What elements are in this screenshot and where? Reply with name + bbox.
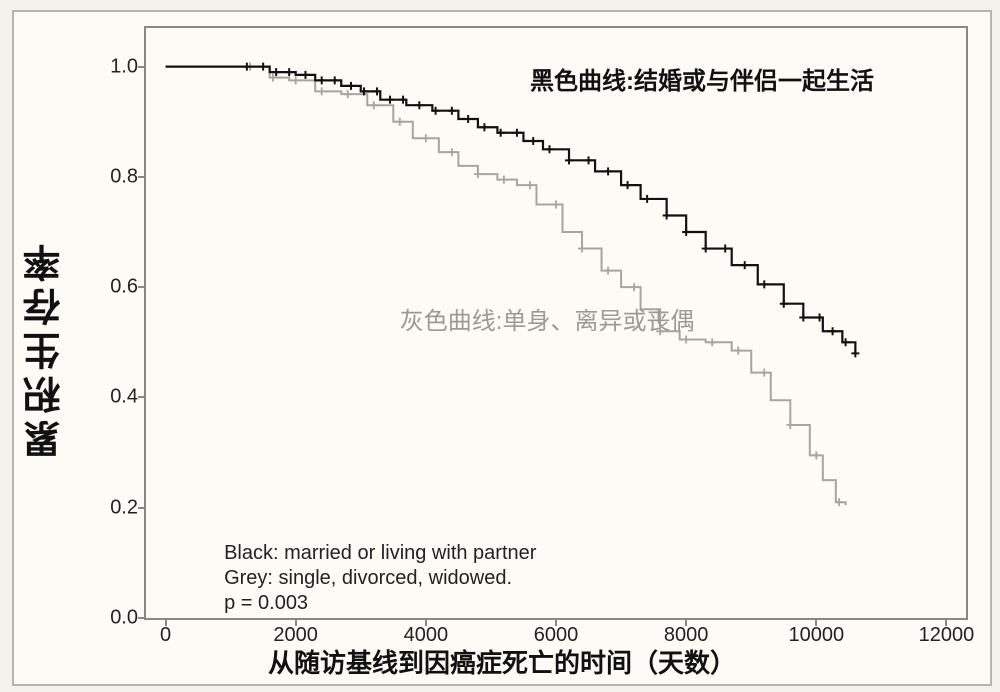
black-censor-mark <box>799 313 807 321</box>
black-censor-mark <box>741 261 749 269</box>
legend-footnote: Black: married or living with partnerGre… <box>224 541 536 616</box>
x-tick-label: 12000 <box>919 618 975 647</box>
black-censor-mark <box>565 156 573 164</box>
grey-censor-mark <box>552 200 560 208</box>
grey-censor-mark <box>708 338 716 346</box>
grey-censor-mark <box>812 451 820 459</box>
y-axis-label: 累积生存率 <box>18 238 73 458</box>
footnote-line: Black: married or living with partner <box>224 541 536 566</box>
black-censor-mark <box>780 300 788 308</box>
black-series-label: 黑色曲线:结婚或与伴侣一起生活 <box>530 61 874 96</box>
black-censor-mark <box>347 82 355 90</box>
black-censor-mark <box>545 145 553 153</box>
grey-censor-mark <box>630 283 638 291</box>
grey-censor-mark <box>396 118 404 126</box>
x-tick-label: 0 <box>160 618 171 647</box>
x-axis-label: 从随访基线到因癌症死亡的时间（天数） <box>14 643 990 680</box>
grey-censor-mark <box>734 347 742 355</box>
grey-censor-mark <box>422 134 430 142</box>
black-censor-mark <box>663 211 671 219</box>
black-censor-mark <box>682 228 690 236</box>
grey-censor-mark <box>318 87 326 95</box>
grey-censor-mark <box>682 336 690 344</box>
grey-censor-mark <box>474 170 482 178</box>
black-censor-mark <box>760 280 768 288</box>
black-censor-mark <box>448 107 456 115</box>
black-censor-mark <box>285 68 293 76</box>
black-censor-mark <box>624 181 632 189</box>
grey-censor-mark <box>344 90 352 98</box>
grey-censor-mark <box>500 176 508 184</box>
black-censor-mark <box>259 63 267 71</box>
footnote-line: Grey: single, divorced, widowed. <box>224 566 536 591</box>
grey-censor-mark <box>526 181 534 189</box>
y-tick-label: 0.8 <box>110 165 146 188</box>
black-censor-mark <box>415 101 423 109</box>
x-tick-label: 6000 <box>534 618 579 647</box>
x-tick-label: 8000 <box>664 618 709 647</box>
black-censor-mark <box>529 137 537 145</box>
black-censor-mark <box>480 123 488 131</box>
x-tick-label: 4000 <box>404 618 449 647</box>
black-censor-mark <box>318 76 326 84</box>
black-censor-mark <box>331 76 339 84</box>
grey-series-label: 灰色曲线:单身、离异或丧偶 <box>400 301 695 336</box>
chart-panel: 累积生存率 从随访基线到因癌症死亡的时间（天数） 0.00.20.40.60.8… <box>12 10 992 686</box>
black-censor-mark <box>464 115 472 123</box>
x-tick-label: 2000 <box>273 618 318 647</box>
black-censor-mark <box>513 129 521 137</box>
y-tick-label: 0.2 <box>110 496 146 519</box>
black-censor-mark <box>585 156 593 164</box>
y-tick-label: 0.4 <box>110 386 146 409</box>
black-censor-mark <box>851 349 859 357</box>
black-censor-mark <box>721 245 729 253</box>
grey-censor-mark <box>578 245 586 253</box>
black-censor-mark <box>386 96 394 104</box>
x-tick-label: 10000 <box>789 618 845 647</box>
black-censor-mark <box>604 167 612 175</box>
grey-censor-mark <box>370 101 378 109</box>
y-tick-label: 0.6 <box>110 276 146 299</box>
grey-censor-mark <box>448 148 456 156</box>
black-censor-mark <box>643 195 651 203</box>
grey-censor-mark <box>786 421 794 429</box>
grey-censor-mark <box>292 76 300 84</box>
y-tick-label: 0.0 <box>110 607 146 630</box>
plot-area: 0.00.20.40.60.81.00200040006000800010000… <box>144 26 968 620</box>
footnote-line: p = 0.003 <box>224 591 536 616</box>
grey-censor-mark <box>604 267 612 275</box>
y-tick-label: 1.0 <box>110 55 146 78</box>
black-censor-mark <box>702 245 710 253</box>
grey-censor-mark <box>760 369 768 377</box>
black-censor-mark <box>301 71 309 79</box>
black-censor-mark <box>829 327 837 335</box>
